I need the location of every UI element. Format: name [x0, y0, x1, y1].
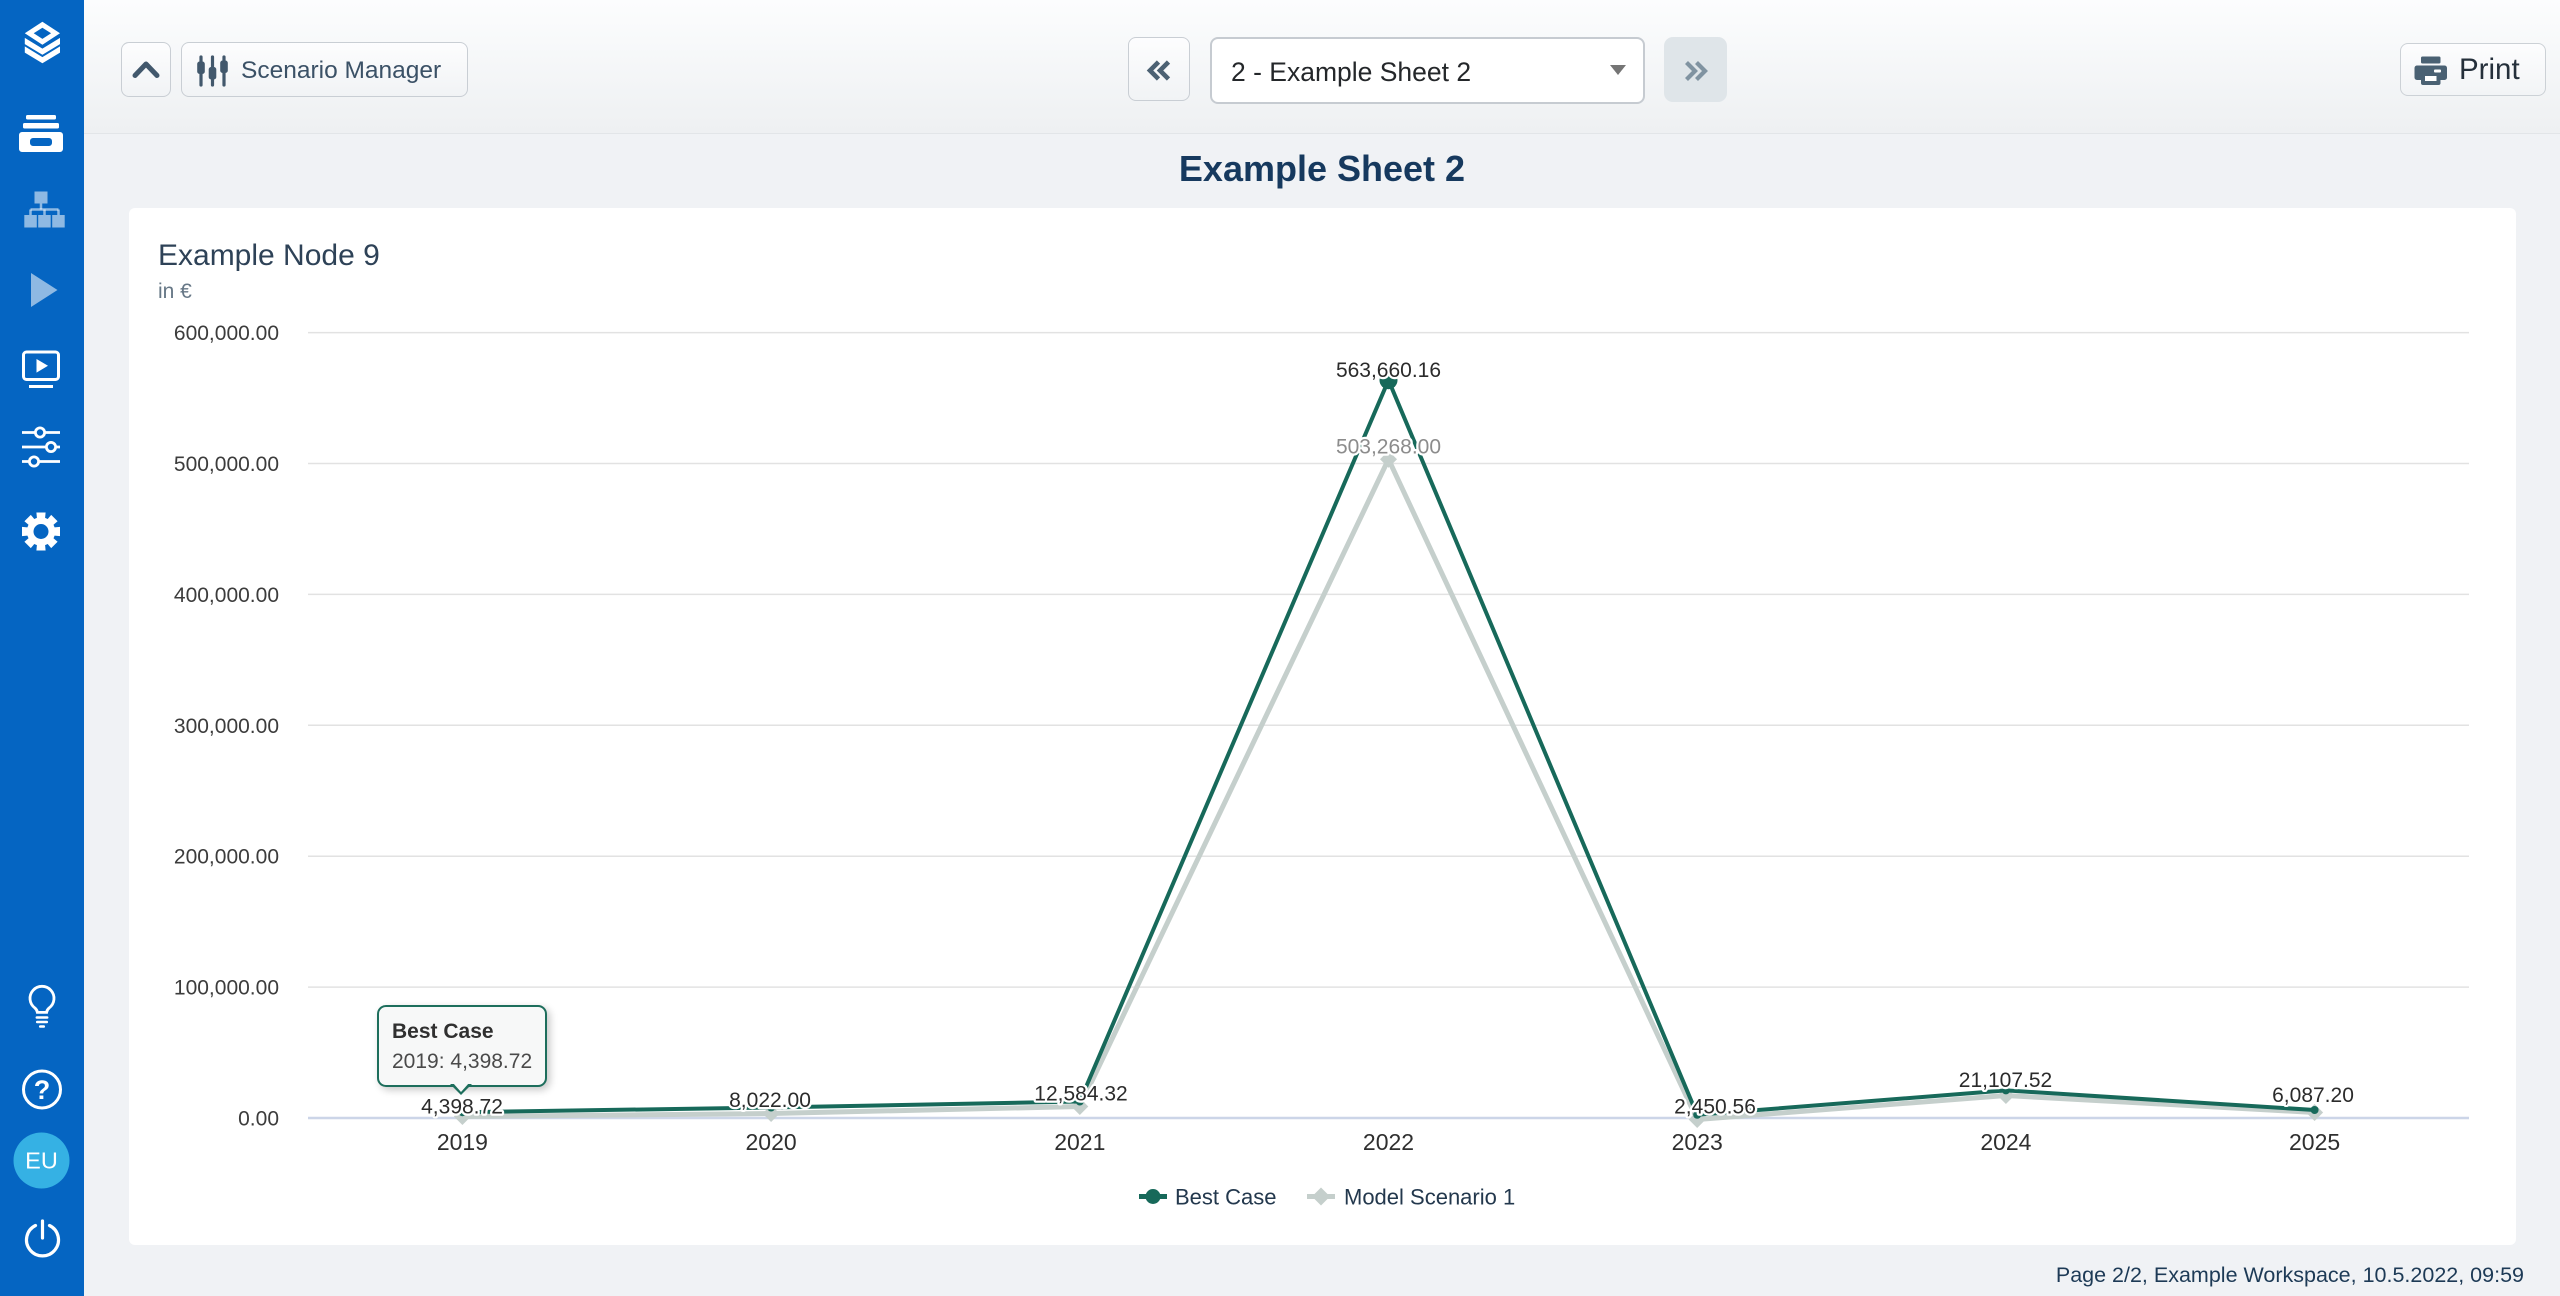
svg-text:2024: 2024 [1980, 1129, 2031, 1155]
svg-text:21,107.52: 21,107.52 [1959, 1069, 2052, 1092]
svg-text:2020: 2020 [746, 1129, 797, 1155]
svg-text:2019: 2019 [437, 1129, 488, 1155]
svg-text:8,022.00: 8,022.00 [729, 1089, 811, 1112]
svg-text:Scenario Manager: Scenario Manager [241, 57, 441, 84]
svg-text:Best Case: Best Case [1175, 1185, 1277, 1210]
svg-text:563,660.16: 563,660.16 [1336, 359, 1441, 382]
svg-text:2023: 2023 [1672, 1129, 1723, 1155]
svg-text:2025: 2025 [2289, 1129, 2340, 1155]
svg-text:6,087.20: 6,087.20 [2272, 1084, 2354, 1107]
svg-text:100,000.00: 100,000.00 [174, 977, 279, 1000]
svg-text:503,268.00: 503,268.00 [1336, 436, 1441, 459]
svg-text:300,000.00: 300,000.00 [174, 715, 279, 738]
svg-text:200,000.00: 200,000.00 [174, 846, 279, 869]
svg-text:12,584.32: 12,584.32 [1034, 1083, 1127, 1106]
svg-text:?: ? [34, 1075, 51, 1105]
svg-text:500,000.00: 500,000.00 [174, 453, 279, 476]
svg-text:Model Scenario 1: Model Scenario 1 [1344, 1185, 1515, 1210]
svg-text:600,000.00: 600,000.00 [174, 322, 279, 345]
svg-text:2,450.56: 2,450.56 [1674, 1095, 1756, 1118]
svg-text:EU: EU [25, 1148, 58, 1174]
svg-text:2021: 2021 [1054, 1129, 1105, 1155]
svg-text:Print: Print [2459, 53, 2520, 86]
svg-text:4,398.72: 4,398.72 [421, 1096, 503, 1119]
svg-text:0.00: 0.00 [238, 1108, 279, 1131]
svg-text:400,000.00: 400,000.00 [174, 584, 279, 607]
svg-text:2022: 2022 [1363, 1129, 1414, 1155]
